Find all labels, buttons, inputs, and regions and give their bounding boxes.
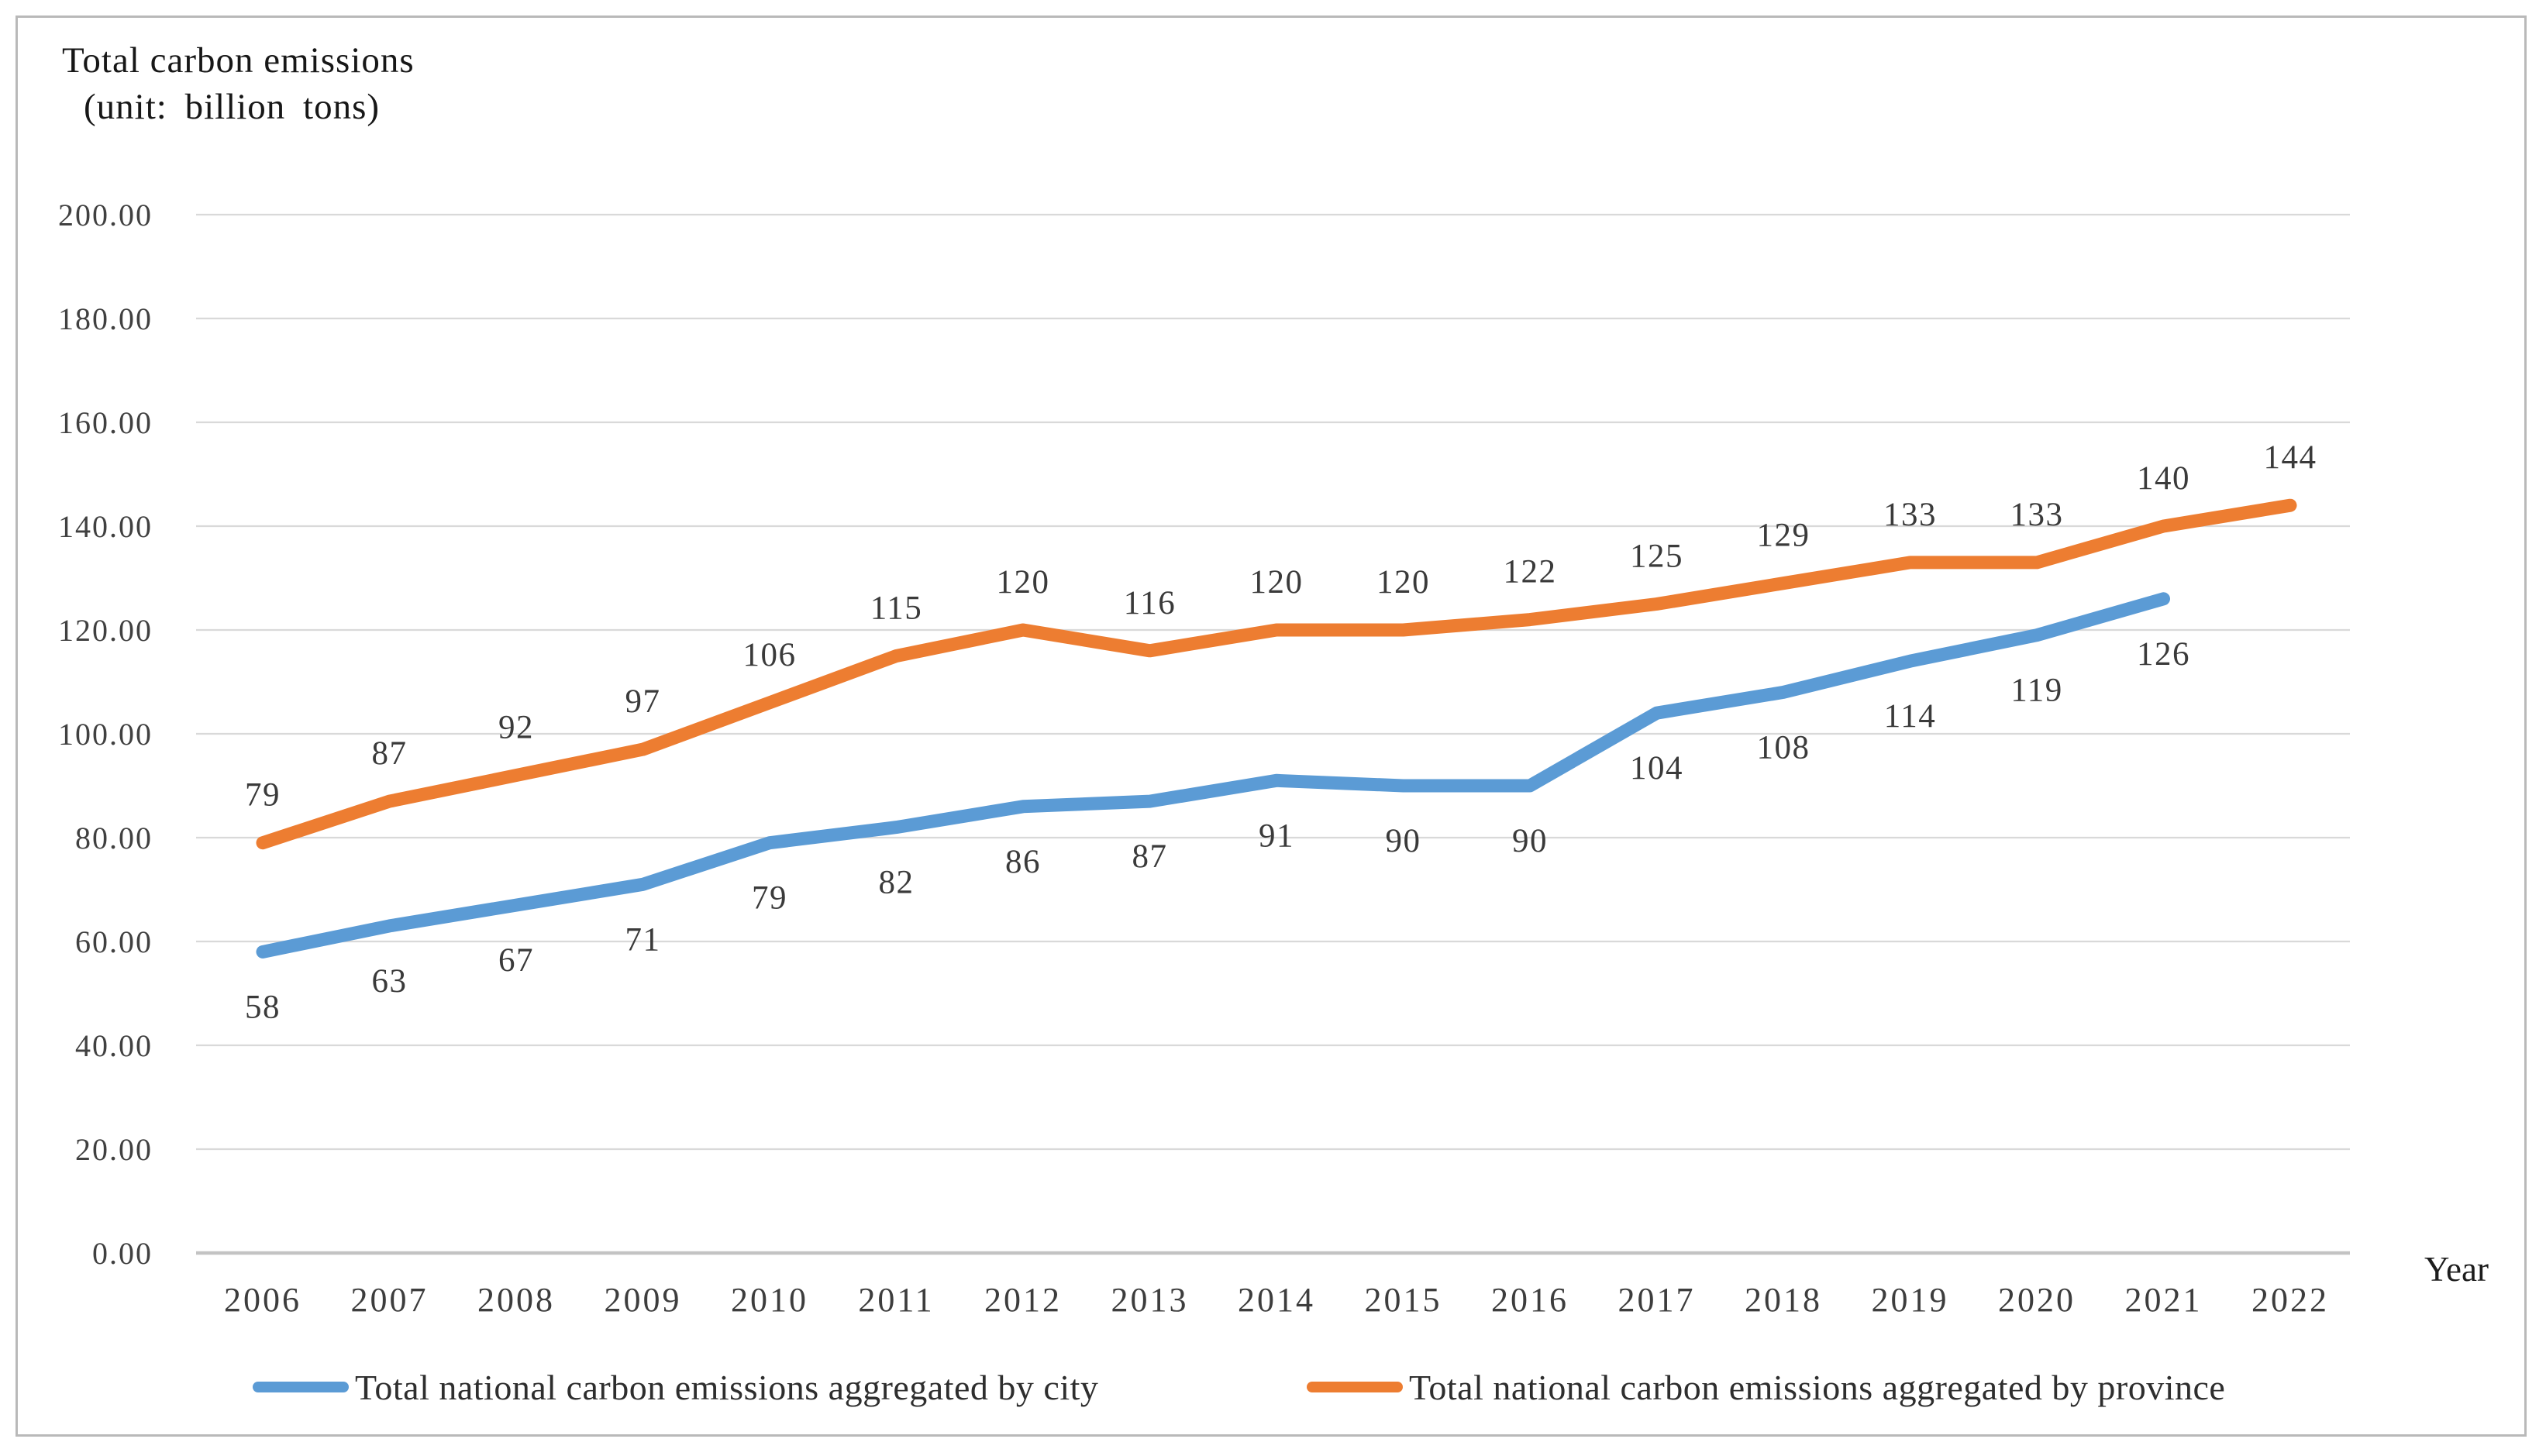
- x-tick-label: 2009: [605, 1281, 682, 1319]
- data-label: 79: [752, 880, 787, 917]
- x-tick-label: 2022: [2251, 1281, 2329, 1319]
- data-label: 71: [625, 921, 661, 958]
- figure-border: [16, 15, 2527, 1437]
- data-label: 116: [1124, 585, 1176, 621]
- y-tick-label: 80.00: [75, 821, 153, 855]
- x-tick-label: 2015: [1365, 1281, 1442, 1319]
- legend-label-province: Total national carbon emissions aggregat…: [1409, 1367, 2226, 1407]
- y-tick-label: 60.00: [75, 924, 153, 959]
- data-label: 115: [870, 590, 922, 627]
- data-label: 108: [1757, 729, 1810, 766]
- x-tick-label: 2007: [351, 1281, 429, 1319]
- data-label: 120: [1250, 564, 1304, 601]
- x-tick-label: 2006: [224, 1281, 301, 1319]
- x-tick-label: 2018: [1745, 1281, 1822, 1319]
- data-label: 133: [2010, 497, 2064, 533]
- x-tick-label: 2020: [1998, 1281, 2076, 1319]
- data-label: 122: [1504, 554, 1557, 590]
- data-label: 58: [245, 989, 281, 1025]
- x-axis-title: Year: [2424, 1250, 2489, 1289]
- data-label: 97: [625, 683, 661, 720]
- data-label: 91: [1259, 817, 1294, 854]
- chart-title: Total carbon emissions (unit: billion to…: [62, 37, 415, 130]
- legend-label-city: Total national carbon emissions aggregat…: [355, 1367, 1099, 1407]
- data-label: 140: [2137, 460, 2190, 497]
- x-tick-label: 2019: [1872, 1281, 1949, 1319]
- data-label: 87: [372, 735, 408, 772]
- chart-title-line1: Total carbon emissions: [62, 40, 415, 81]
- data-label: 86: [1005, 844, 1041, 880]
- x-tick-label: 2017: [1618, 1281, 1696, 1319]
- data-label: 90: [1386, 823, 1421, 859]
- x-tick-label: 2021: [2125, 1281, 2203, 1319]
- x-tick-label: 2016: [1491, 1281, 1569, 1319]
- data-label: 67: [498, 942, 534, 979]
- series-line-province: [256, 498, 2297, 850]
- y-tick-label: 100.00: [58, 717, 153, 752]
- data-label: 79: [245, 777, 281, 814]
- y-tick-label: 160.00: [58, 405, 153, 440]
- x-tick-label: 2014: [1238, 1281, 1315, 1319]
- data-label: 133: [1883, 497, 1937, 533]
- x-tick-label: 2013: [1111, 1281, 1189, 1319]
- legend-item-city: Total national carbon emissions aggregat…: [253, 1364, 1098, 1410]
- y-tick-label: 140.00: [58, 509, 153, 544]
- y-tick-label: 200.00: [58, 198, 153, 232]
- data-label: 106: [743, 637, 797, 673]
- y-tick-label: 120.00: [58, 613, 153, 648]
- data-label: 120: [1376, 564, 1430, 601]
- data-label: 144: [2264, 439, 2317, 476]
- data-label: 129: [1757, 518, 1810, 554]
- chart-title-line2: (unit: billion tons): [84, 87, 381, 127]
- data-label: 87: [1132, 838, 1168, 875]
- data-label: 120: [997, 564, 1050, 601]
- data-label: 125: [1630, 539, 1683, 575]
- y-tick-label: 20.00: [75, 1132, 153, 1167]
- data-label: 92: [498, 710, 534, 746]
- y-tick-label: 40.00: [75, 1028, 153, 1063]
- x-tick-label: 2011: [858, 1281, 934, 1319]
- y-tick-label: 0.00: [92, 1236, 153, 1271]
- data-label: 82: [879, 865, 915, 901]
- data-label: 119: [2010, 673, 2062, 709]
- series-line-city: [256, 592, 2170, 959]
- province-series-swatch-icon: [1307, 1382, 1403, 1392]
- x-tick-label: 2010: [731, 1281, 808, 1319]
- y-tick-label: 180.00: [58, 301, 153, 336]
- legend-item-province: Total national carbon emissions aggregat…: [1307, 1364, 2225, 1410]
- data-label: 90: [1512, 823, 1548, 859]
- x-tick-label: 2008: [477, 1281, 555, 1319]
- data-label: 114: [1884, 698, 1936, 735]
- data-label: 63: [372, 963, 408, 1000]
- city-series-swatch-icon: [253, 1382, 349, 1392]
- data-label: 104: [1630, 750, 1683, 787]
- x-tick-label: 2012: [984, 1281, 1062, 1319]
- data-label: 126: [2137, 636, 2190, 673]
